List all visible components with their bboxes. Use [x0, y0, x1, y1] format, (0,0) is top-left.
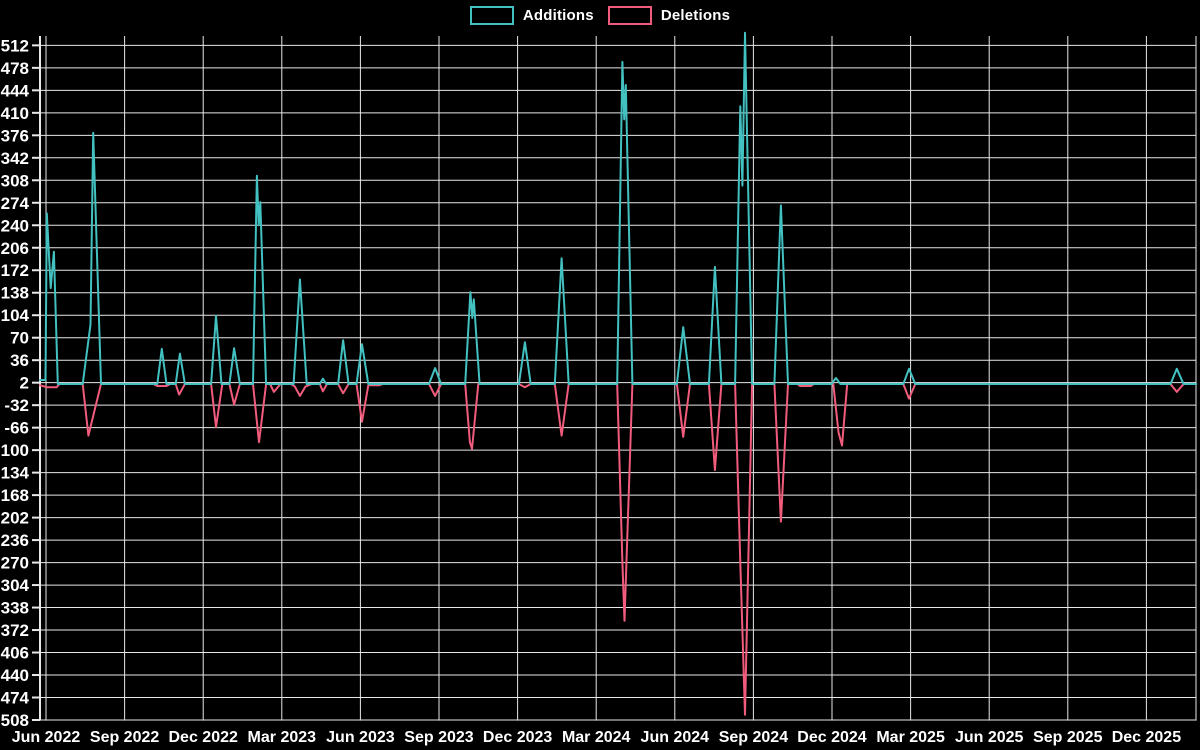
x-tick-label: Sep 2025 [1033, 729, 1102, 746]
y-tick-label: 138 [1, 284, 29, 303]
deletions-swatch-icon [607, 6, 652, 25]
x-tick-label: Jun 2022 [12, 729, 81, 746]
x-tick-label: Sep 2024 [719, 729, 788, 746]
y-tick-label: -236 [0, 531, 29, 550]
y-tick-label: -508 [0, 711, 29, 730]
y-tick-label: -304 [0, 576, 30, 595]
additions-swatch-icon [469, 6, 514, 25]
x-tick-label: Jun 2025 [955, 729, 1024, 746]
x-tick-label: Dec 2025 [1112, 729, 1181, 746]
x-tick-label: Mar 2025 [876, 729, 945, 746]
y-tick-label: 512 [1, 36, 29, 55]
y-tick-label: 274 [1, 194, 30, 213]
x-tick-label: Mar 2023 [248, 729, 317, 746]
x-tick-label: Jun 2024 [641, 729, 710, 746]
y-tick-label: -440 [0, 666, 29, 685]
x-tick-label: Jun 2023 [326, 729, 395, 746]
y-tick-label: -474 [0, 689, 30, 708]
y-tick-label: -66 [4, 419, 29, 438]
y-tick-label: 70 [10, 329, 29, 348]
y-tick-label: 342 [1, 149, 29, 168]
y-tick-label: 478 [1, 59, 29, 78]
y-tick-label: -406 [0, 644, 29, 663]
y-tick-label: 172 [1, 261, 29, 280]
x-tick-label: Dec 2024 [797, 729, 866, 746]
x-tick-label: Mar 2024 [562, 729, 631, 746]
legend-item-deletions[interactable]: Deletions [607, 6, 731, 25]
legend-label-deletions: Deletions [660, 7, 731, 24]
chart-legend: Additions Deletions [0, 6, 1200, 25]
y-tick-label: -100 [0, 441, 29, 460]
y-tick-label: -32 [4, 396, 29, 415]
legend-item-additions[interactable]: Additions [469, 6, 594, 25]
y-tick-label: -134 [0, 464, 30, 483]
y-tick-label: 410 [1, 104, 29, 123]
y-tick-label: 104 [1, 306, 30, 325]
series-line-additions[interactable] [39, 31, 1198, 385]
y-tick-label: 206 [1, 239, 29, 258]
y-tick-label: 240 [1, 216, 29, 235]
y-tick-label: 444 [1, 81, 30, 100]
series-line-deletions[interactable] [39, 383, 1198, 716]
x-tick-label: Dec 2023 [483, 729, 552, 746]
y-tick-label: 2 [20, 374, 29, 393]
y-tick-label: -168 [0, 486, 29, 505]
x-tick-label: Dec 2022 [169, 729, 238, 746]
y-tick-label: 36 [10, 351, 29, 370]
y-tick-label: -202 [0, 509, 29, 528]
y-tick-label: 376 [1, 126, 29, 145]
y-tick-label: -270 [0, 554, 29, 573]
x-tick-label: Sep 2022 [90, 729, 159, 746]
y-tick-label: -338 [0, 599, 29, 618]
x-tick-label: Sep 2023 [404, 729, 473, 746]
y-tick-label: 308 [1, 171, 29, 190]
legend-label-additions: Additions [522, 7, 594, 24]
y-tick-label: -372 [0, 621, 29, 640]
